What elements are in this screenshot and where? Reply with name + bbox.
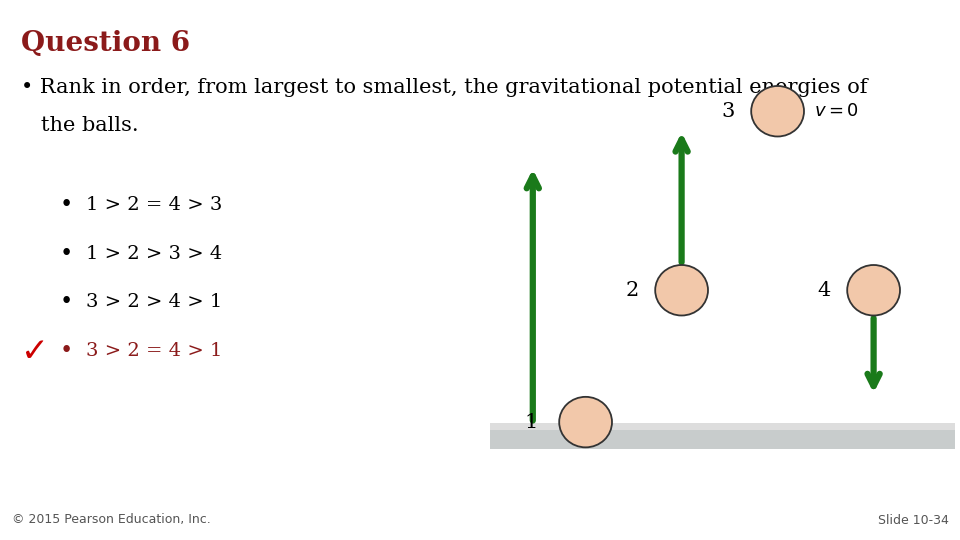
Text: •: • — [60, 292, 73, 313]
Circle shape — [559, 397, 612, 447]
Text: 1: 1 — [524, 413, 538, 431]
Text: the balls.: the balls. — [21, 116, 139, 135]
Bar — [490, 423, 955, 430]
Text: •: • — [60, 243, 73, 265]
Circle shape — [655, 265, 708, 315]
Text: Question 6: Question 6 — [21, 30, 190, 57]
Text: © 2015 Pearson Education, Inc.: © 2015 Pearson Education, Inc. — [12, 514, 210, 526]
Text: 3: 3 — [721, 102, 734, 121]
Text: •: • — [60, 340, 73, 362]
Text: $v = 0$: $v = 0$ — [814, 102, 858, 120]
Text: ✓: ✓ — [21, 334, 49, 368]
Text: 3 > 2 > 4 > 1: 3 > 2 > 4 > 1 — [86, 293, 223, 312]
Bar — [490, 423, 955, 449]
Text: Slide 10-34: Slide 10-34 — [877, 514, 948, 526]
Circle shape — [847, 265, 900, 315]
Text: 4: 4 — [817, 281, 830, 300]
Text: 3 > 2 = 4 > 1: 3 > 2 = 4 > 1 — [86, 342, 223, 360]
Text: 1 > 2 > 3 > 4: 1 > 2 > 3 > 4 — [86, 245, 223, 263]
Circle shape — [751, 86, 804, 137]
Text: •: • — [60, 194, 73, 216]
Text: 2: 2 — [625, 281, 638, 300]
Text: 1 > 2 = 4 > 3: 1 > 2 = 4 > 3 — [86, 196, 223, 214]
Text: • Rank in order, from largest to smallest, the gravitational potential energies : • Rank in order, from largest to smalles… — [21, 78, 868, 97]
